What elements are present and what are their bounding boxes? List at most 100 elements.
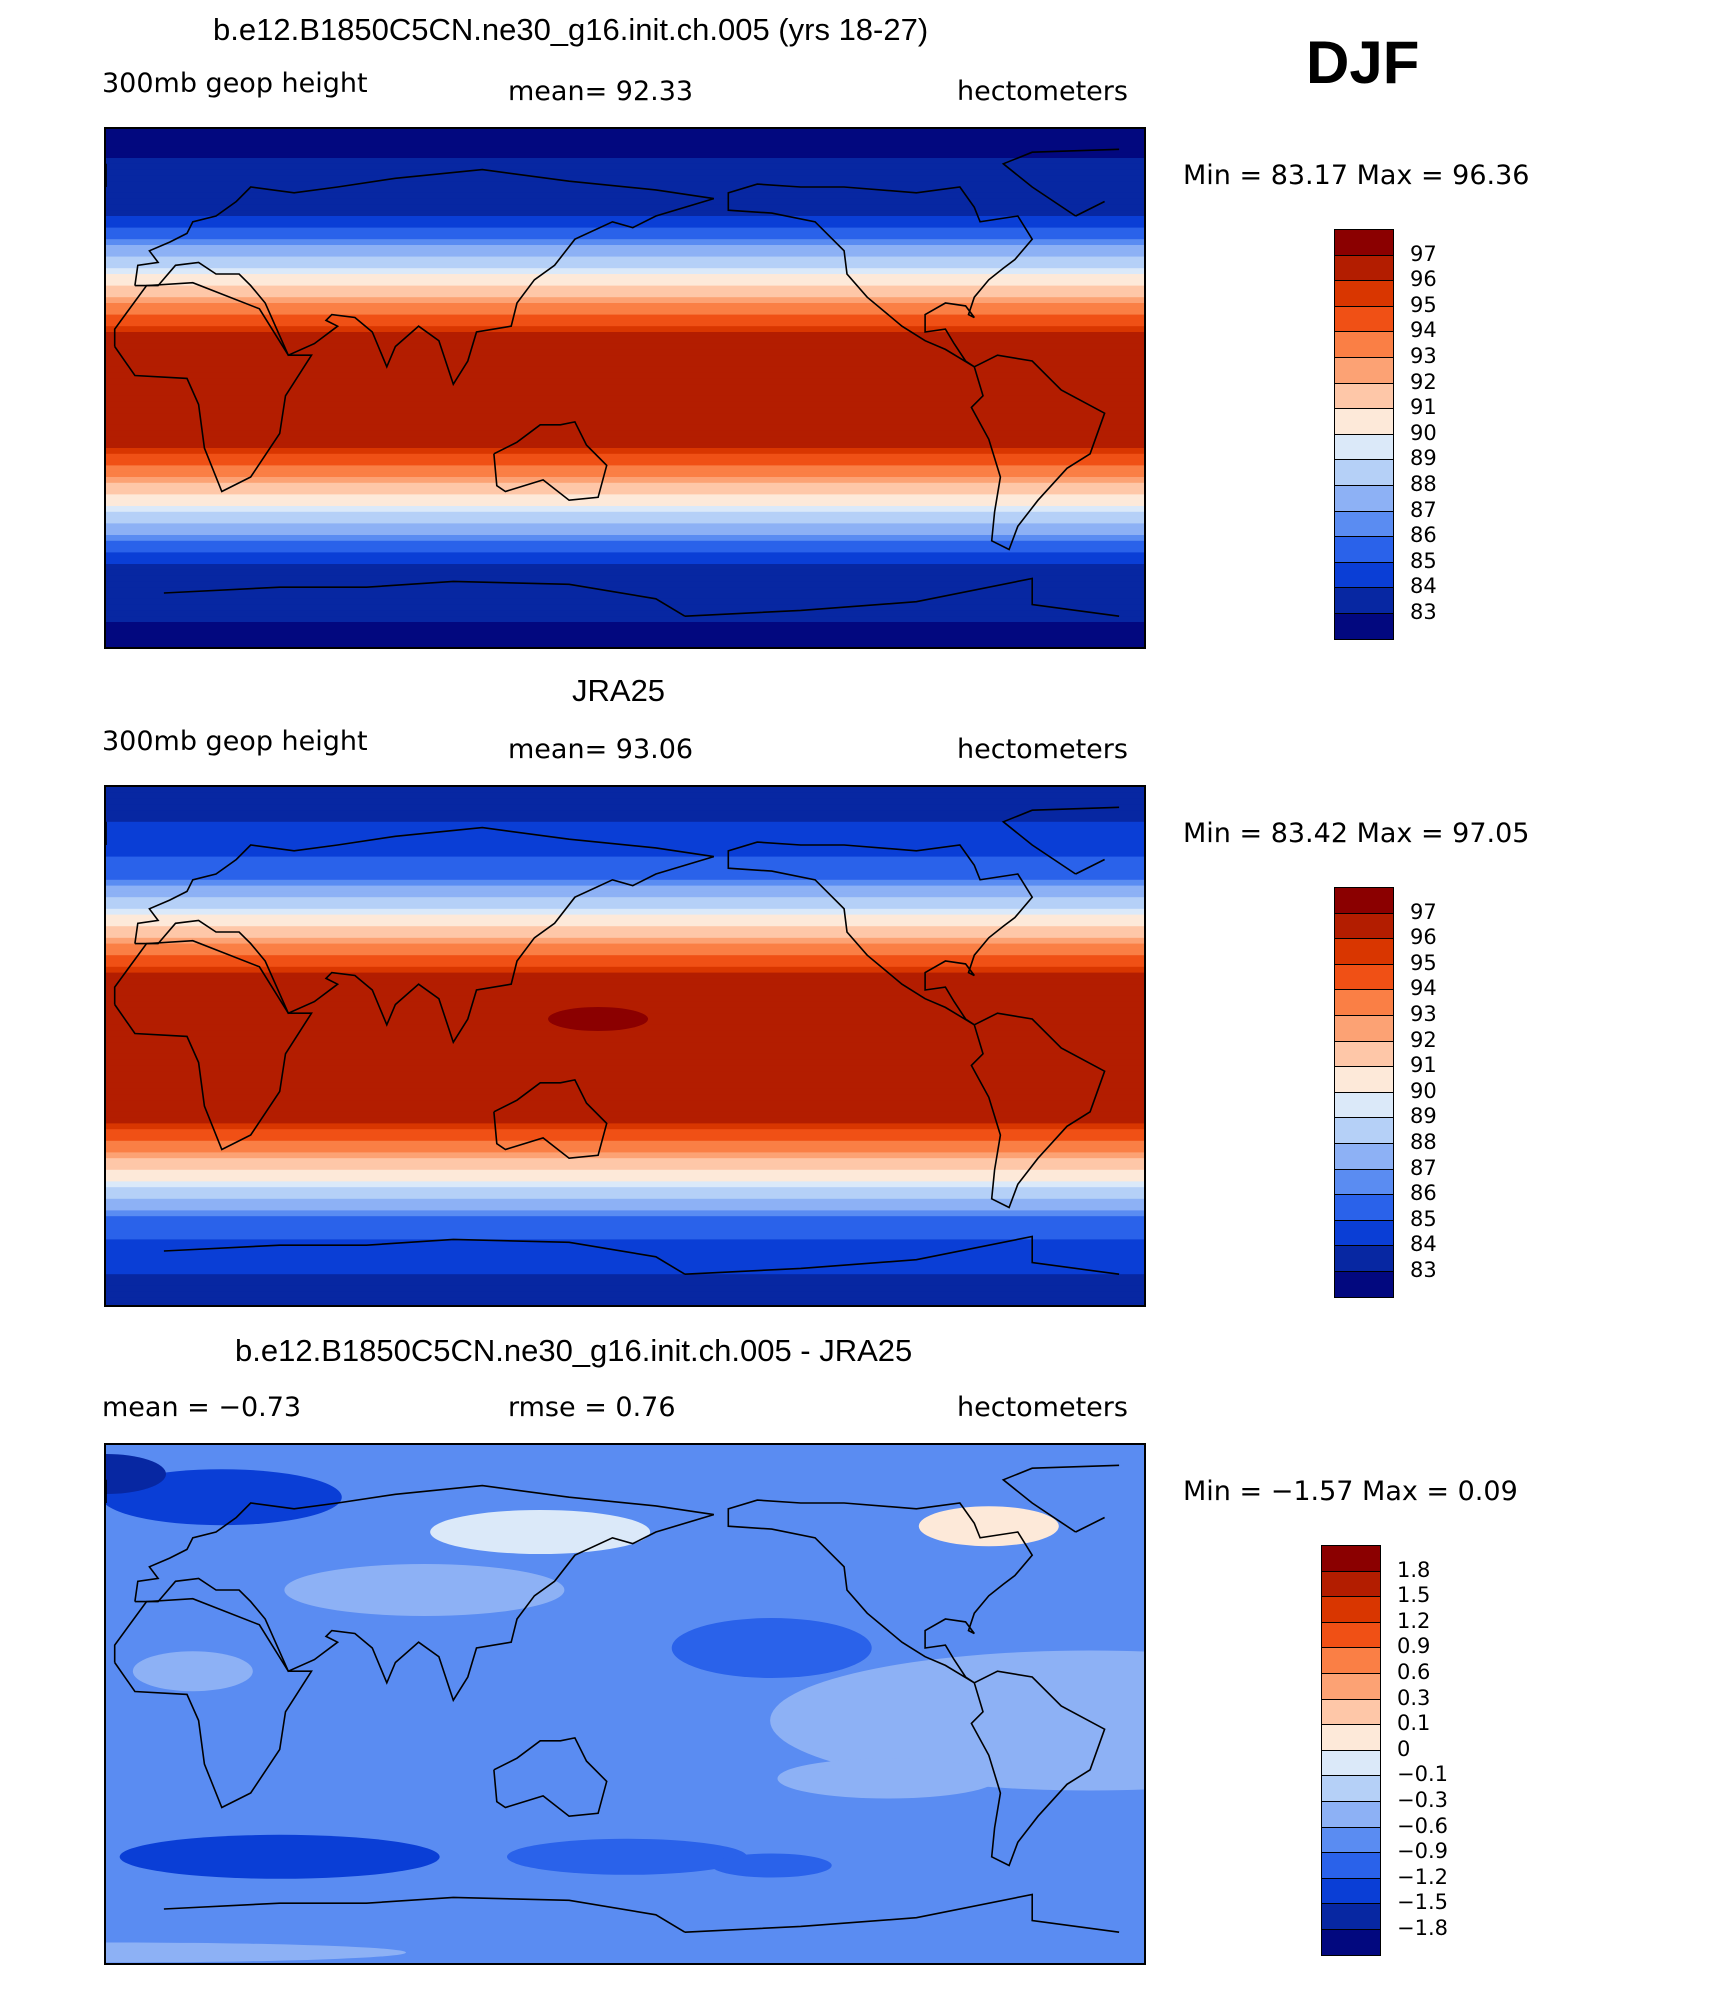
field-band — [106, 1187, 1144, 1194]
field-band — [106, 511, 1144, 519]
field-band — [106, 378, 1144, 385]
colorbar-swatch — [1321, 1596, 1381, 1623]
field-band — [106, 482, 1144, 490]
coastline — [727, 183, 1034, 368]
field-band — [106, 500, 1144, 507]
field-band — [106, 908, 1144, 916]
colorbar-swatch — [1334, 229, 1394, 256]
panel-1-units-label: hectometers — [957, 76, 1128, 107]
colorbar-swatch — [1334, 938, 1394, 965]
field-band — [106, 937, 1144, 945]
panel-3-title: b.e12.B1850C5CN.ne30_g16.init.ch.005 - J… — [235, 1333, 913, 1368]
field-band — [106, 250, 1144, 258]
field-anomaly-region — [777, 1758, 998, 1799]
field-band — [106, 1262, 1144, 1269]
field-anomaly-region — [284, 1564, 565, 1616]
colorbar-tick-label: 97 — [1410, 899, 1437, 924]
field-band — [106, 972, 1144, 979]
field-band — [106, 1042, 1144, 1049]
field-band — [106, 1106, 1144, 1113]
colorbar-swatch — [1334, 587, 1394, 614]
panel-1-minmax: Min = 83.17 Max = 96.36 — [1183, 160, 1530, 191]
field-band — [106, 810, 1144, 817]
field-band — [106, 1245, 1144, 1252]
field-band — [106, 1297, 1144, 1304]
colorbar-swatch — [1321, 1647, 1381, 1674]
field-band — [106, 1210, 1144, 1217]
colorbar-tick-label: 91 — [1410, 1053, 1437, 1078]
coastline — [106, 148, 1120, 217]
panel-2-variable-label: 300mb geop height — [102, 726, 368, 757]
field-band — [106, 146, 1144, 153]
field-band — [106, 523, 1144, 530]
colorbar-swatch — [1334, 331, 1394, 358]
field-band — [106, 850, 1144, 858]
field-band — [106, 1059, 1144, 1066]
panel-3-map — [104, 1443, 1146, 1965]
colorbar-tick-label: −0.3 — [1397, 1788, 1448, 1812]
field-band — [106, 926, 1144, 933]
colorbar-tick-label: 96 — [1410, 267, 1437, 292]
panel-1-field — [106, 129, 1144, 647]
colorbar-tick-label: 87 — [1410, 1155, 1437, 1180]
field-band — [106, 436, 1144, 443]
field-band — [106, 990, 1144, 997]
panel-3-minmax: Min = −1.57 Max = 0.09 — [1183, 1476, 1518, 1507]
field-band — [106, 262, 1144, 269]
field-band — [106, 885, 1144, 892]
field-band — [106, 181, 1144, 188]
field-band — [106, 314, 1144, 321]
field-band — [106, 198, 1144, 205]
field-band — [106, 792, 1144, 800]
colorbar-tick-label: 84 — [1410, 1232, 1437, 1257]
field-band — [106, 622, 1144, 629]
colorbar-tick-label: 1.8 — [1397, 1557, 1431, 1582]
coastline — [493, 1078, 608, 1160]
field-band — [106, 227, 1144, 234]
colorbar-tick-label: 94 — [1410, 976, 1437, 1001]
field-band — [106, 552, 1144, 559]
field-band — [106, 862, 1144, 869]
field-band — [106, 407, 1144, 414]
field-band — [106, 943, 1144, 950]
field-band — [106, 827, 1144, 834]
field-band — [106, 326, 1144, 333]
field-band — [106, 645, 1144, 647]
field-band — [106, 494, 1144, 501]
field-band — [106, 1030, 1144, 1037]
colorbar-swatch — [1334, 561, 1394, 589]
colorbar-swatch — [1334, 887, 1394, 914]
field-band — [106, 134, 1144, 142]
colorbar-tick-label: 1.5 — [1397, 1583, 1431, 1608]
panel-2-field — [106, 787, 1144, 1305]
field-band — [106, 395, 1144, 403]
field-band — [106, 798, 1144, 805]
field-band — [106, 1077, 1144, 1084]
field-band — [106, 1280, 1144, 1287]
field-band — [106, 639, 1144, 646]
field-band — [106, 506, 1144, 513]
field-band — [106, 279, 1144, 287]
field-band — [106, 1111, 1144, 1119]
colorbar-tick-label: −0.6 — [1397, 1813, 1448, 1838]
field-band — [106, 349, 1144, 356]
field-band — [106, 1082, 1144, 1090]
colorbar-swatch — [1334, 1219, 1394, 1247]
coastline — [493, 1736, 608, 1818]
field-band — [106, 1100, 1144, 1107]
colorbar-tick-label: 95 — [1410, 292, 1437, 317]
field-anomaly-region — [132, 1651, 253, 1692]
colorbar-tick-label: 87 — [1410, 497, 1437, 522]
field-band — [106, 204, 1144, 211]
field-band — [106, 535, 1144, 542]
field-anomaly-region — [430, 1510, 651, 1554]
colorbar-swatch — [1334, 510, 1394, 538]
colorbar-tick-label: 92 — [1410, 1027, 1437, 1052]
field-band — [106, 268, 1144, 275]
colorbar-tick-label: 83 — [1410, 1258, 1437, 1282]
field-band — [106, 604, 1144, 611]
colorbar-swatch — [1334, 1117, 1394, 1144]
field-band — [106, 868, 1144, 875]
field-band — [106, 308, 1144, 316]
field-band — [106, 175, 1144, 182]
